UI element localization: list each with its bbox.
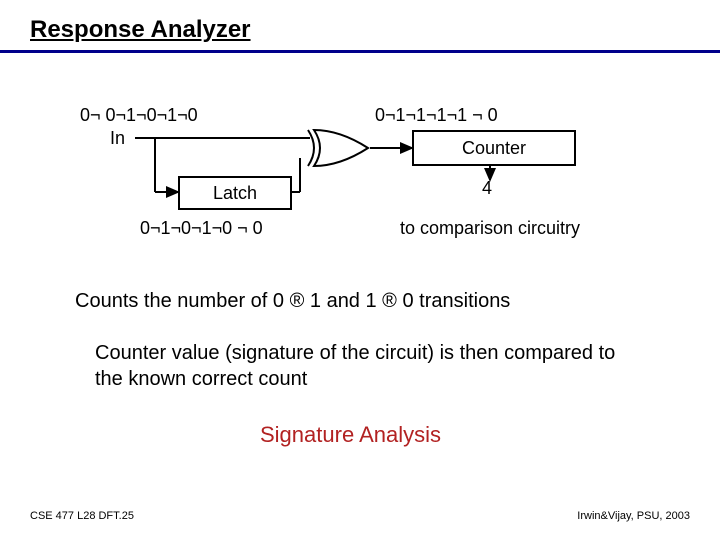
sequence-latch-output: 0¬1¬0¬1¬0 ¬ 0 [140,218,263,239]
counter-value: 4 [482,178,492,199]
title-rule [0,50,720,53]
footer-right: Irwin&Vijay, PSU, 2003 [577,510,690,522]
comparison-text: to comparison circuitry [400,218,580,239]
body1-suffix: 0 transitions [397,290,510,312]
footer-left: CSE 477 L28 DFT.25 [30,510,134,522]
body1-mid: 1 and 1 [304,290,382,312]
signature-analysis-label: Signature Analysis [260,422,441,448]
arrow-right-icon: ® [290,290,305,312]
page-title: Response Analyzer [30,16,251,44]
sequence-xor-output: 0¬1¬1¬1¬1 ¬ 0 [375,105,498,126]
counter-box: Counter [412,130,576,166]
body-line-1: Counts the number of 0 ® 1 and 1 ® 0 tra… [75,290,510,313]
sequence-input: 0¬ 0¬1¬0¬1¬0 [80,105,198,126]
arrow-right-icon: ® [382,290,397,312]
body-line-2: Counter value (signature of the circuit)… [95,340,635,392]
xor-gate-icon [308,130,368,166]
body1-prefix: Counts the number of 0 [75,290,290,312]
in-label: In [110,128,125,149]
latch-box: Latch [178,176,292,210]
